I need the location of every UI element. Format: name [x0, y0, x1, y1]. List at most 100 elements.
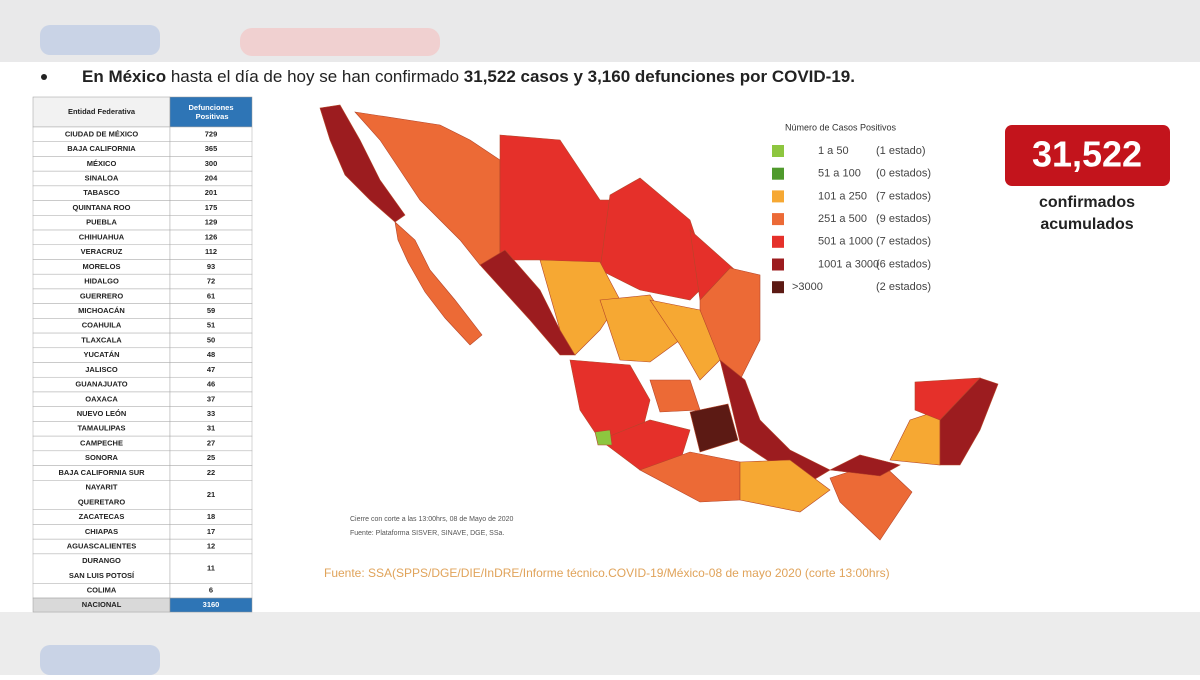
entity-name: NUEVO LEÓN [77, 409, 127, 418]
entity-name: TLAXCALA [81, 335, 122, 344]
legend: Número de Casos Positivos 1 a 50 (1 estado… [772, 122, 931, 294]
legend-count: (6 estados) [876, 258, 931, 270]
death-count: 25 [207, 453, 215, 462]
entity-name: SONORA [85, 453, 119, 462]
legend-count: (0 estados) [876, 168, 931, 180]
death-count: 72 [207, 277, 215, 286]
entity-name: YUCATÁN [83, 350, 119, 359]
death-count: 112 [205, 247, 217, 256]
entity-name: GUANAJUATO [75, 380, 127, 389]
entity-name: QUINTANA ROO [73, 203, 131, 212]
entity-name: OAXACA [85, 394, 118, 403]
entity-name: CAMPECHE [80, 438, 123, 447]
entity-name: MORELOS [83, 262, 121, 271]
death-count: 175 [205, 203, 218, 212]
death-count: 50 [207, 335, 215, 344]
legend-count: (9 estados) [876, 213, 931, 225]
entity-name: NAYARIT [86, 483, 118, 492]
badge-number: 31,522 [1032, 134, 1142, 175]
state-region [649, 299, 721, 381]
legend-swatch [772, 258, 784, 271]
legend-count: (7 estados) [876, 236, 931, 248]
entity-name: COLIMA [87, 586, 117, 595]
death-count: 300 [205, 159, 218, 168]
death-count: 129 [205, 218, 218, 227]
entity-name: GUERRERO [80, 291, 124, 300]
legend-count: (7 estados) [876, 190, 931, 202]
death-count: 93 [207, 262, 215, 271]
blur-shape [40, 645, 160, 675]
entity-name: DURANGO [82, 556, 121, 565]
death-count: 46 [207, 380, 215, 389]
entity-name: CHIHUAHUA [79, 232, 125, 241]
total-cell [169, 597, 253, 613]
row-cell [169, 553, 253, 584]
death-count: 201 [205, 188, 218, 197]
header-cell [32, 96, 171, 128]
legend-swatch [772, 235, 784, 248]
entity-name: HIDALGO [84, 277, 119, 286]
bottom-strip [0, 612, 1200, 675]
death-count: 31 [207, 424, 215, 433]
entity-name: VERACRUZ [81, 247, 123, 256]
death-count: 21 [207, 490, 215, 499]
legend-range: 101 a 250 [818, 190, 867, 202]
state-region [739, 459, 831, 513]
legend-range: 251 a 500 [818, 213, 867, 225]
state-region [599, 419, 691, 471]
header-text: Defunciones Positivas [188, 103, 233, 121]
entity-name: SAN LUIS POTOSÍ [69, 571, 135, 580]
entity-name: BAJA CALIFORNIA [67, 144, 136, 153]
death-count: 126 [205, 232, 218, 241]
death-count: 12 [207, 542, 215, 551]
legend-swatch [772, 190, 784, 203]
row-cell [169, 480, 253, 510]
total-label: NACIONAL [82, 600, 122, 609]
death-count: 729 [205, 129, 218, 138]
badge-caption: confirmados [1039, 194, 1135, 211]
state-region [539, 259, 621, 356]
headline: En México hasta el día de hoy se han con… [82, 67, 855, 86]
entity-name: JALISCO [85, 365, 118, 374]
legend-swatch [772, 281, 784, 294]
total-count: 3160 [203, 600, 220, 609]
headline-text: hasta el día de hoy se han confirmado [166, 67, 464, 86]
mexico-map [319, 104, 999, 541]
entity-name: QUERETARO [78, 497, 126, 506]
death-count: 18 [207, 512, 215, 521]
top-strip [0, 0, 1200, 62]
legend-range: 501 a 1000 [818, 236, 873, 248]
entity-name: SINALOA [85, 174, 119, 183]
legend-title: Número de Casos Positivos [785, 122, 897, 132]
death-count: 11 [207, 564, 215, 573]
death-count: 61 [207, 291, 215, 300]
entity-name: TAMAULIPAS [77, 424, 125, 433]
legend-swatch [772, 213, 784, 226]
header-text: Entidad Federativa [68, 107, 136, 116]
legend-swatch [772, 145, 784, 157]
legend-range: >3000 [792, 281, 823, 293]
entity-name: TABASCO [83, 188, 120, 197]
legend-count: (2 estados) [876, 281, 931, 293]
map-note: Fuente: Plataforma SISVER, SINAVE, DGE, … [350, 530, 504, 537]
death-count: 48 [207, 350, 215, 359]
header-cell [169, 96, 253, 128]
state-region [828, 454, 901, 477]
death-count: 204 [205, 174, 218, 183]
deaths-table: Entidad Federativa Defunciones Positivas C… [32, 96, 253, 613]
death-count: 365 [205, 144, 218, 153]
badge-caption: acumulados [1040, 216, 1133, 233]
headline-bold: 31,522 casos y 3,160 defunciones por COV… [464, 67, 855, 86]
legend-range: 1001 a 3000 [818, 258, 879, 270]
death-count: 59 [207, 306, 215, 315]
state-region [394, 221, 483, 346]
legend-swatch [772, 167, 784, 180]
entity-name: COAHUILA [82, 321, 122, 330]
death-count: 47 [207, 365, 215, 374]
state-region [689, 403, 739, 453]
state-region [939, 377, 999, 466]
state-region [319, 104, 406, 223]
headline-bold: En México [82, 67, 166, 86]
row-cell [32, 480, 171, 510]
death-count: 33 [207, 409, 215, 418]
